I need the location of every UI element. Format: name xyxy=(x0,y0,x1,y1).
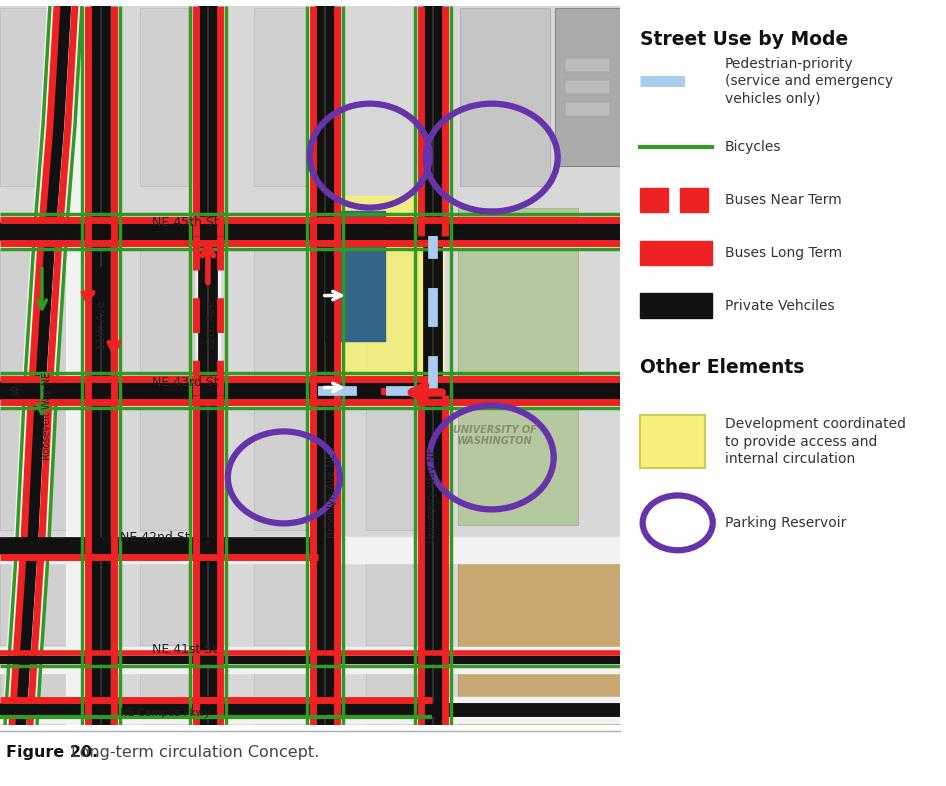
Text: 11th Ave: 11th Ave xyxy=(96,301,107,351)
Bar xyxy=(254,8,316,185)
Text: Buses Long Term: Buses Long Term xyxy=(725,246,842,260)
Bar xyxy=(0,648,620,674)
Bar xyxy=(565,79,609,94)
Bar xyxy=(554,8,620,166)
Bar xyxy=(196,6,219,725)
Text: University Way NE: University Way NE xyxy=(427,447,437,543)
Text: Other Elements: Other Elements xyxy=(639,358,804,377)
Bar xyxy=(639,188,668,212)
Text: Roosevelt Way NE: Roosevelt Way NE xyxy=(42,371,52,460)
Text: NE 41st St: NE 41st St xyxy=(152,643,218,656)
Bar xyxy=(66,6,90,725)
Bar xyxy=(0,697,620,723)
Text: NE 45th St: NE 45th St xyxy=(151,216,219,229)
Text: Figure 20.: Figure 20. xyxy=(7,745,98,760)
Text: Street Use by Mode: Street Use by Mode xyxy=(639,31,848,50)
Text: Pedestrian-priority
(service and emergency
vehicles only): Pedestrian-priority (service and emergen… xyxy=(725,57,893,105)
Bar xyxy=(318,196,443,395)
Text: 12th Ave: 12th Ave xyxy=(207,301,217,351)
Bar xyxy=(324,211,385,340)
Bar xyxy=(639,241,711,265)
Bar xyxy=(458,208,578,525)
Bar xyxy=(366,657,428,725)
Bar xyxy=(0,538,620,564)
Text: Private Vehciles: Private Vehciles xyxy=(725,299,834,313)
Bar xyxy=(679,188,708,212)
Bar xyxy=(420,6,444,725)
Bar xyxy=(639,293,711,318)
Bar xyxy=(366,237,428,380)
Bar xyxy=(140,542,201,645)
Bar xyxy=(254,237,316,380)
Bar xyxy=(460,8,550,185)
Text: St: St xyxy=(8,387,20,398)
Bar xyxy=(0,657,68,725)
Text: UNIVERSITY OF
WASHINGTON: UNIVERSITY OF WASHINGTON xyxy=(453,424,536,446)
Text: Brooklyn Ave NE: Brooklyn Ave NE xyxy=(326,453,337,538)
Bar xyxy=(565,101,609,116)
Bar xyxy=(0,402,68,531)
Text: Bicycles: Bicycles xyxy=(725,140,781,154)
Bar xyxy=(565,57,609,72)
Text: Long-term circulation Concept.: Long-term circulation Concept. xyxy=(71,745,320,760)
Bar xyxy=(254,542,316,645)
Bar xyxy=(306,6,330,725)
Bar xyxy=(140,402,201,531)
Bar xyxy=(639,415,705,468)
Bar xyxy=(140,237,201,380)
Bar xyxy=(254,402,316,531)
Bar xyxy=(140,657,201,725)
Text: Buses Near Term: Buses Near Term xyxy=(725,193,842,207)
Text: Development coordinated
to provide access and
internal circulation: Development coordinated to provide acces… xyxy=(725,417,905,466)
Bar xyxy=(366,402,428,531)
Bar xyxy=(0,8,68,185)
Bar xyxy=(0,237,68,380)
Text: NE 42nd St: NE 42nd St xyxy=(120,531,190,544)
Bar xyxy=(140,8,201,185)
Bar xyxy=(0,222,620,248)
Text: Parking Reservoir: Parking Reservoir xyxy=(725,516,846,530)
Bar xyxy=(458,541,620,725)
Text: NE 43rd St: NE 43rd St xyxy=(151,376,219,389)
Bar xyxy=(366,542,428,645)
Text: NE Campus Pkwy: NE Campus Pkwy xyxy=(120,708,210,718)
Bar xyxy=(254,657,316,725)
Bar xyxy=(0,542,68,645)
Bar xyxy=(0,383,620,409)
